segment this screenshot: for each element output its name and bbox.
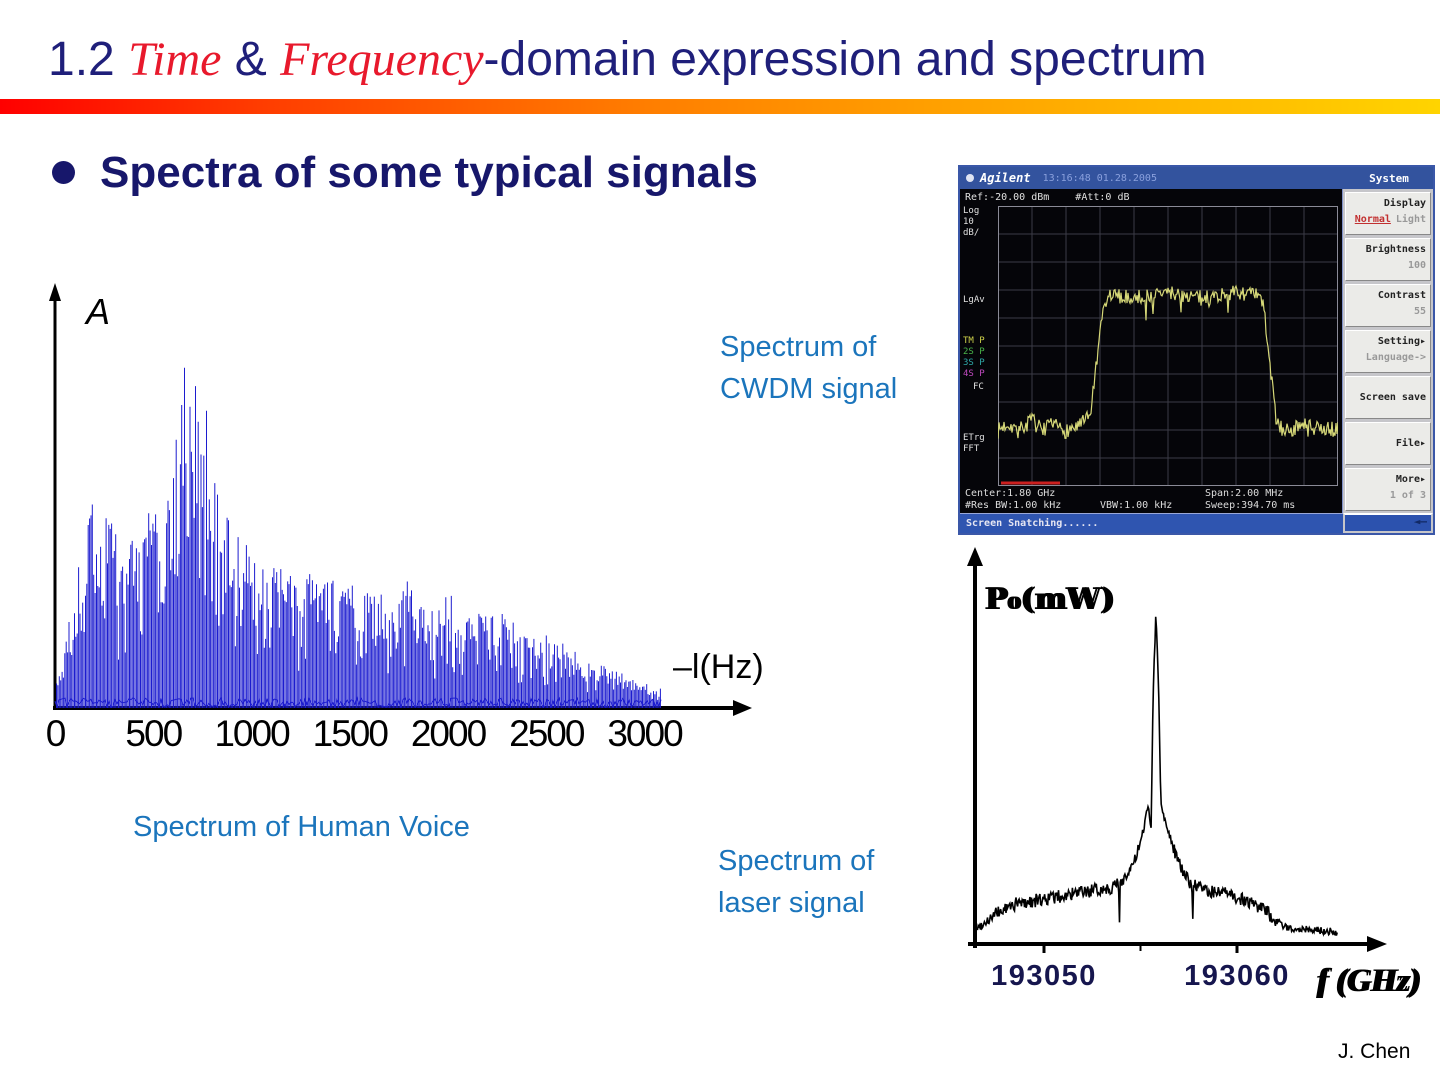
attenuation: #Att:0 dB bbox=[1075, 192, 1130, 203]
display-normal-option: Normal bbox=[1354, 214, 1391, 225]
analyzer-ref-line: Ref:-20.00 dBm #Att:0 dB bbox=[965, 192, 1129, 203]
voice-caption: Spectrum of Human Voice bbox=[133, 811, 470, 843]
voice-trace bbox=[54, 367, 662, 709]
voice-y-axis-arrow-icon bbox=[49, 283, 61, 301]
title-segment: -domain expression and spectrum bbox=[483, 33, 1207, 86]
softkey-contrast: Contrast 55 bbox=[1345, 284, 1431, 327]
analyzer-titlebar: Agilent 13:16:48 01.28.2005 System bbox=[960, 167, 1433, 189]
analyzer-info-row2: #Res BW:1.00 kHz VBW:1.00 kHz Sweep:394.… bbox=[965, 500, 1339, 511]
cwdm-caption-line2: CWDM signal bbox=[720, 373, 898, 405]
analyzer-annotation: 3S P bbox=[963, 358, 985, 368]
analyzer-status-bar: Screen Snatching...... bbox=[960, 513, 1343, 533]
page-title: 1.2 Time & Frequency-domain expression a… bbox=[48, 32, 1428, 87]
back-button: ◄— bbox=[1343, 513, 1433, 533]
title-segment: & bbox=[221, 33, 281, 86]
analyzer-annotation: LgAv bbox=[963, 295, 985, 305]
laser-spectrum-chart: P₀(mW) f (GHz) 193050 193060 bbox=[967, 547, 1420, 999]
analyzer-annotation: Log bbox=[963, 206, 980, 216]
voice-x-tick-label: 2000 bbox=[411, 713, 487, 753]
voice-spectrum-chart: A –l(Hz) 0 500 1000 1500 2000 2500 3000 bbox=[46, 283, 764, 753]
analyzer-menu-title: System bbox=[1369, 171, 1409, 185]
title-segment-frequency: Frequency bbox=[280, 33, 484, 86]
laser-trace bbox=[976, 616, 1338, 937]
span-value: Span:2.00 MHz bbox=[1205, 488, 1284, 499]
analyzer-side-annotations: Log 10 dB/LgAv TM P 2S P 3S P 4S P FC ETrg FFT bbox=[963, 206, 997, 455]
laser-x-axis-arrow-icon bbox=[1367, 936, 1387, 952]
analyzer-annotation: 4S P bbox=[963, 369, 985, 379]
author-credit: J. Chen bbox=[1338, 1040, 1411, 1063]
laser-caption-line2: laser signal bbox=[718, 887, 865, 919]
cwdm-spectrum-chart bbox=[998, 206, 1338, 486]
laser-x-tick-label: 193060 bbox=[1184, 960, 1290, 992]
bullet-text: Spectra of some typical signals bbox=[100, 148, 758, 197]
softkey-brightness: Brightness 100 bbox=[1345, 238, 1431, 281]
analyzer-brand: Agilent bbox=[980, 171, 1031, 185]
analyzer-annotation: FFT bbox=[963, 444, 980, 454]
softkey-menu: Display Normal Light Brightness 100 Contr… bbox=[1343, 189, 1433, 513]
rbw-value: #Res BW:1.00 kHz bbox=[965, 500, 1062, 511]
bullet-item: Spectra of some typical signals bbox=[52, 148, 758, 198]
bullet-dot-icon bbox=[52, 161, 75, 184]
voice-y-axis-label: A bbox=[84, 291, 110, 332]
laser-x-tick-label: 193050 bbox=[991, 960, 1097, 992]
vbw-value: VBW:1.00 kHz bbox=[1100, 500, 1173, 511]
softkey-display: Display Normal Light bbox=[1345, 192, 1431, 235]
display-light-option: Light bbox=[1395, 214, 1426, 225]
analyzer-annotation: 10 bbox=[963, 217, 974, 227]
title-segment-time: Time bbox=[128, 33, 222, 86]
cwdm-caption-line1: Spectrum of bbox=[720, 331, 877, 363]
analyzer-annotation: FC bbox=[973, 382, 984, 392]
voice-x-ticks: 0 500 1000 1500 2000 2500 3000 bbox=[46, 713, 685, 753]
analyzer-graticule bbox=[998, 206, 1338, 486]
laser-x-ticks: 193050 193060 bbox=[991, 942, 1290, 992]
spectrum-analyzer-screenshot: Agilent 13:16:48 01.28.2005 System Ref:-… bbox=[958, 165, 1435, 535]
laser-caption-line1: Spectrum of bbox=[718, 845, 875, 877]
voice-x-axis-label: –l(Hz) bbox=[673, 648, 764, 686]
laser-y-axis-label: P₀(mW) bbox=[984, 582, 1114, 617]
title-gradient-divider bbox=[0, 99, 1440, 114]
sweep-value: Sweep:394.70 ms bbox=[1205, 500, 1296, 511]
voice-x-tick-label: 500 bbox=[125, 713, 182, 753]
laser-y-axis-arrow-icon bbox=[967, 547, 983, 566]
voice-x-axis-arrow-icon bbox=[733, 700, 752, 716]
analyzer-screen: Ref:-20.00 dBm #Att:0 dB Log 10 dB/LgAv TM P… bbox=[960, 189, 1343, 513]
voice-x-tick-label: 3000 bbox=[607, 713, 683, 753]
voice-x-tick-label: 1000 bbox=[214, 713, 290, 753]
softkey-file: File▸ bbox=[1345, 422, 1431, 465]
analyzer-timestamp: 13:16:48 01.28.2005 bbox=[1042, 172, 1157, 184]
voice-x-tick-label: 0 bbox=[46, 713, 66, 753]
analyzer-annotation: TM P bbox=[963, 336, 985, 346]
cwdm-trace bbox=[998, 284, 1338, 440]
agilent-logo-icon bbox=[966, 174, 974, 182]
voice-x-tick-label: 1500 bbox=[313, 713, 389, 753]
ref-level: Ref:-20.00 dBm bbox=[965, 192, 1050, 203]
title-segment: 1.2 bbox=[48, 33, 129, 86]
voice-x-tick-label: 2500 bbox=[509, 713, 585, 753]
center-frequency: Center:1.80 GHz bbox=[965, 488, 1056, 499]
softkey-more: More▸ 1 of 3 bbox=[1345, 468, 1431, 511]
softkey-setting: Setting▸ Language-> bbox=[1345, 330, 1431, 373]
laser-x-axis-label: f (GHz) bbox=[1316, 963, 1420, 999]
softkey-screen-save: Screen save bbox=[1345, 376, 1431, 419]
analyzer-annotation: dB/ bbox=[963, 228, 980, 238]
analyzer-info-row1: Center:1.80 GHz Span:2.00 MHz bbox=[965, 488, 1339, 499]
analyzer-annotation: 2S P bbox=[963, 347, 985, 357]
cwdm-caption: Spectrum of CWDM signal bbox=[720, 326, 897, 410]
analyzer-annotation: ETrg bbox=[963, 433, 985, 443]
laser-caption: Spectrum of laser signal bbox=[718, 840, 874, 924]
